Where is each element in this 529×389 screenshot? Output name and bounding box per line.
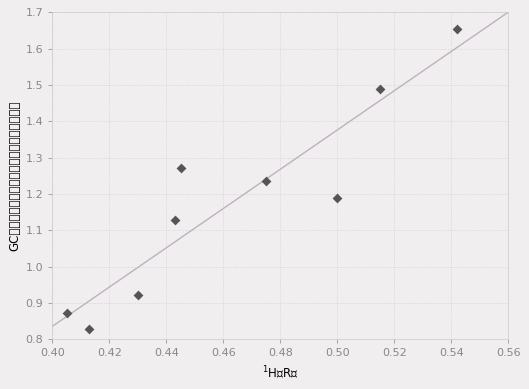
Point [333, 194, 342, 201]
Point [171, 217, 179, 224]
Point [176, 165, 185, 172]
Point [133, 292, 142, 298]
Point [376, 86, 384, 92]
Point [262, 178, 270, 184]
Point [453, 26, 461, 32]
X-axis label: $^{1}$H谱R值: $^{1}$H谱R值 [262, 364, 299, 381]
Y-axis label: GC测定的不饱和脂肪酸与饱和脂肪酸含量比值: GC测定的不饱和脂肪酸与饱和脂肪酸含量比值 [8, 101, 21, 251]
Point [85, 326, 94, 332]
Point [62, 310, 71, 316]
